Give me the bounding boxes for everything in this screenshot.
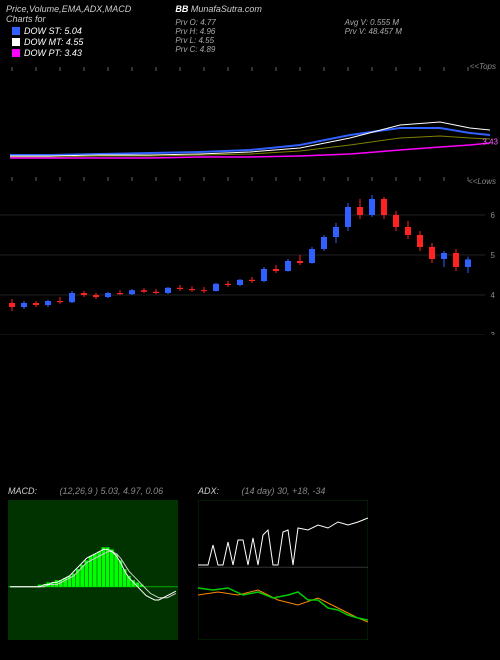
macd-chart [8,500,178,640]
prev-info-col2: Avg V: 0.555 MPrv V: 48.457 M [345,18,494,36]
candle-panel: <<Lows 3 4 5 6 [0,175,500,335]
lows-label: <<Lows [468,177,496,186]
svg-text:5: 5 [491,251,496,260]
prev-info-col1: Prv O: 4.77Prv H: 4.96Prv L: 4.55Prv C: … [175,18,324,54]
indicator-label: DOW ST: 5.04 [24,26,82,36]
indicator-row: DOW ST: 5.04 [12,26,149,36]
candle-chart: 3 4 5 6 [0,175,500,335]
indicator-label: DOW MT: 4.55 [24,37,83,47]
ema-panel: <<Tops 3.43 [0,60,500,190]
tops-label: <<Tops [470,62,496,71]
indicator-row: DOW PT: 3.43 [12,48,149,58]
ticker-symbol: BB [175,4,188,14]
prev-value: Prv V: 48.457 M [345,27,494,36]
indicator-list: DOW ST: 5.04DOW MT: 4.55DOW PT: 3.43 [6,24,155,61]
svg-text:6: 6 [491,211,496,220]
indicator-swatch [12,49,20,57]
adx-panel: ADX: (14 day) 30, +18, -34 [198,500,368,640]
svg-text:4: 4 [491,291,496,300]
prev-value: Prv C: 4.89 [175,45,324,54]
chart-title: Price,Volume,EMA,ADX,MACD Charts for [6,4,155,24]
adx-chart [198,500,368,640]
prev-value: Prv O: 4.77 [175,18,324,27]
macd-panel: MACD: (12,26,9 ) 5.03, 4.97, 0.06 [8,500,178,640]
prev-value: Prv L: 4.55 [175,36,324,45]
price-pt-label: 3.43 [482,138,498,147]
indicator-swatch [12,27,20,35]
site-name: MunafaSutra.com [191,4,262,14]
indicator-swatch [12,38,20,46]
indicator-row: DOW MT: 4.55 [12,37,149,47]
title-prefix: Price,Volume,EMA,ADX,MACD Charts for [6,4,131,24]
macd-params: (12,26,9 ) 5.03, 4.97, 0.06 [60,486,164,496]
macd-label: MACD: [8,486,37,496]
prev-value: Prv H: 4.96 [175,27,324,36]
adx-params: (14 day) 30, +18, -34 [242,486,326,496]
ema-chart [0,60,500,190]
prev-value: Avg V: 0.555 M [345,18,494,27]
svg-text:3: 3 [491,331,496,335]
adx-label: ADX: [198,486,219,496]
indicator-label: DOW PT: 3.43 [24,48,82,58]
chart-header: Price,Volume,EMA,ADX,MACD Charts for DOW… [0,0,500,65]
